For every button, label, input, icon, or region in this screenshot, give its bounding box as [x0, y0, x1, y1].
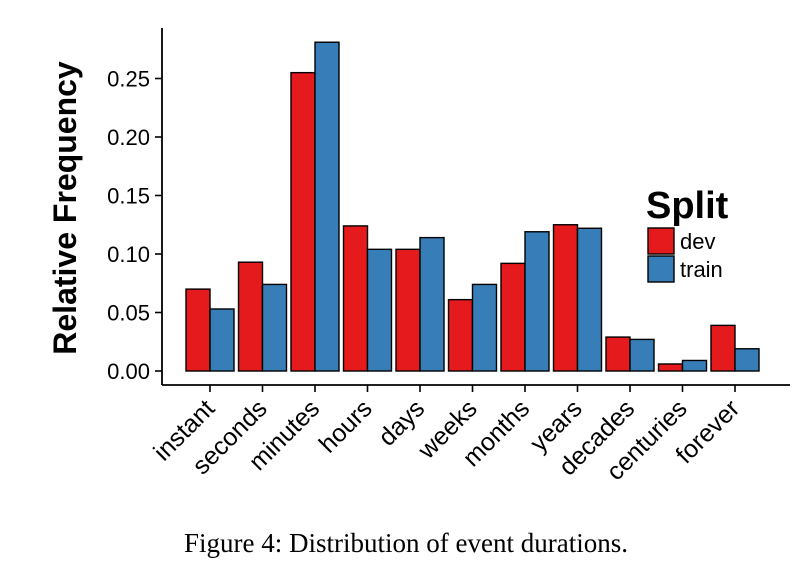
bar-dev-decades [605, 336, 631, 372]
y-tick-label: 0.25 [107, 67, 150, 92]
bar-train-forever [734, 348, 760, 372]
bar-dev-months [500, 262, 526, 372]
bars-group [185, 41, 760, 372]
y-tick-label: 0.10 [107, 242, 150, 267]
bar-train-minutes [314, 41, 340, 372]
bar-train-weeks [471, 283, 498, 372]
bar-train-days [419, 236, 445, 372]
y-ticks-group: 0.00 0.05 0.10 0.15 0.20 0.25 [107, 67, 162, 384]
bar-dev-weeks [447, 298, 474, 372]
bar-dev-seconds [237, 261, 264, 372]
figure-caption: Figure 4: Distribution of event duration… [184, 528, 628, 558]
bar-dev-centuries [657, 363, 684, 372]
bar-dev-minutes [290, 71, 316, 372]
bar-train-instant [209, 308, 235, 372]
y-tick-label: 0.20 [107, 125, 150, 150]
legend-label-train: train [680, 257, 723, 282]
bar-train-hours [366, 248, 393, 372]
y-tick-label: 0.00 [107, 359, 150, 384]
bar-dev-days [395, 248, 421, 372]
bar-dev-hours [342, 225, 369, 372]
bar-dev-forever [710, 324, 736, 372]
legend-label-dev: dev [680, 229, 715, 254]
x-tick-label: hours [314, 394, 378, 458]
bar-train-decades [629, 338, 655, 372]
bar-train-months [524, 231, 550, 372]
legend-swatch-dev [647, 227, 675, 255]
bar-train-seconds [261, 283, 288, 372]
y-tick-label: 0.05 [107, 301, 150, 326]
bar-train-centuries [681, 359, 708, 372]
bar-train-years [576, 227, 603, 372]
legend: Split dev train [646, 185, 729, 283]
bar-dev-instant [185, 288, 211, 372]
axes-group [161, 28, 790, 386]
legend-swatch-train [647, 255, 675, 283]
legend-title: Split [646, 185, 729, 227]
y-tick-label: 0.15 [107, 184, 150, 209]
y-axis-label: Relative Frequency [47, 61, 83, 355]
x-ticks-group: instantsecondsminuteshoursdaysweeksmonth… [148, 385, 745, 486]
bar-dev-years [552, 224, 579, 372]
bar-chart: 0.00 0.05 0.10 0.15 0.20 0.25 instantsecondsm… [47, 28, 790, 486]
